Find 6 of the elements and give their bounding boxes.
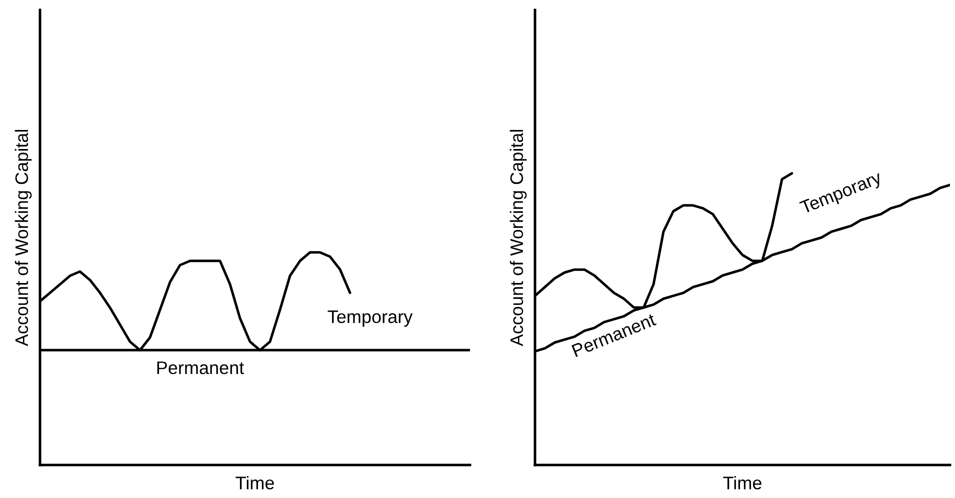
x-axis-title: Time (236, 476, 274, 490)
y-axis-title: Account of Working Capital (14, 130, 32, 346)
series-label: Permanent (157, 362, 244, 374)
x-axis-title: Time (723, 476, 762, 490)
series-label: Temporary (328, 310, 413, 327)
y-axis-title: Account of Working Capital (510, 130, 527, 346)
